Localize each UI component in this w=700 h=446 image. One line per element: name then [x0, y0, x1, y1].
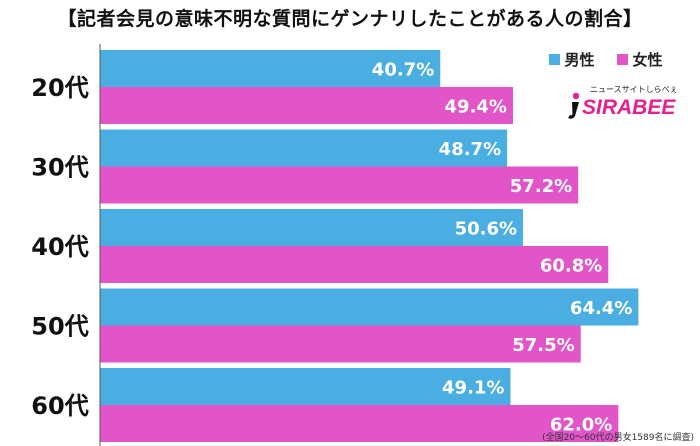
data-label: 49.4%	[445, 97, 507, 118]
category-label: 40代	[31, 233, 88, 261]
logo-mark-icon	[568, 92, 580, 119]
legend-item-female: 女性	[617, 49, 663, 70]
legend-swatch-male	[549, 53, 561, 65]
legend-label-male: 男性	[564, 50, 595, 69]
female-bar	[100, 87, 513, 124]
legend-label-female: 女性	[632, 50, 663, 69]
legend: 男性 女性	[538, 46, 674, 72]
male-bar	[100, 368, 511, 405]
female-bar	[100, 405, 619, 442]
data-label: 64.4%	[570, 298, 632, 319]
chart-title: 【記者会見の意味不明な質問にゲンナリしたことがある人の割合】	[57, 8, 643, 30]
logo-wordmark: SIRABEE	[582, 96, 676, 119]
data-label: 60.8%	[540, 256, 602, 277]
female-bar	[100, 246, 609, 283]
male-bar	[100, 129, 508, 167]
legend-item-male: 男性	[549, 49, 595, 70]
data-label: 57.2%	[510, 176, 572, 197]
category-label: 20代	[31, 74, 88, 102]
data-label: 62.0%	[550, 415, 612, 436]
male-bar	[100, 288, 639, 326]
data-label: 40.7%	[372, 60, 434, 81]
footnote: (全国20〜60代の男女1589名に調査)	[542, 433, 694, 443]
legend-swatch-female	[617, 53, 629, 65]
male-bar	[100, 50, 441, 87]
category-label: 50代	[31, 313, 88, 341]
data-label: 50.6%	[455, 219, 517, 240]
female-bar	[100, 166, 579, 204]
data-label: 57.5%	[512, 335, 574, 356]
male-bar	[100, 209, 524, 246]
category-label: 30代	[31, 154, 88, 182]
category-label: 60代	[31, 392, 88, 420]
female-bar	[100, 325, 581, 363]
sirabee-logo: ニュースサイトしらべぇ SIRABEE	[560, 84, 682, 124]
data-label: 49.1%	[442, 378, 504, 399]
logo-tagline: ニュースサイトしらべぇ	[590, 85, 678, 94]
data-label: 48.7%	[439, 139, 501, 160]
